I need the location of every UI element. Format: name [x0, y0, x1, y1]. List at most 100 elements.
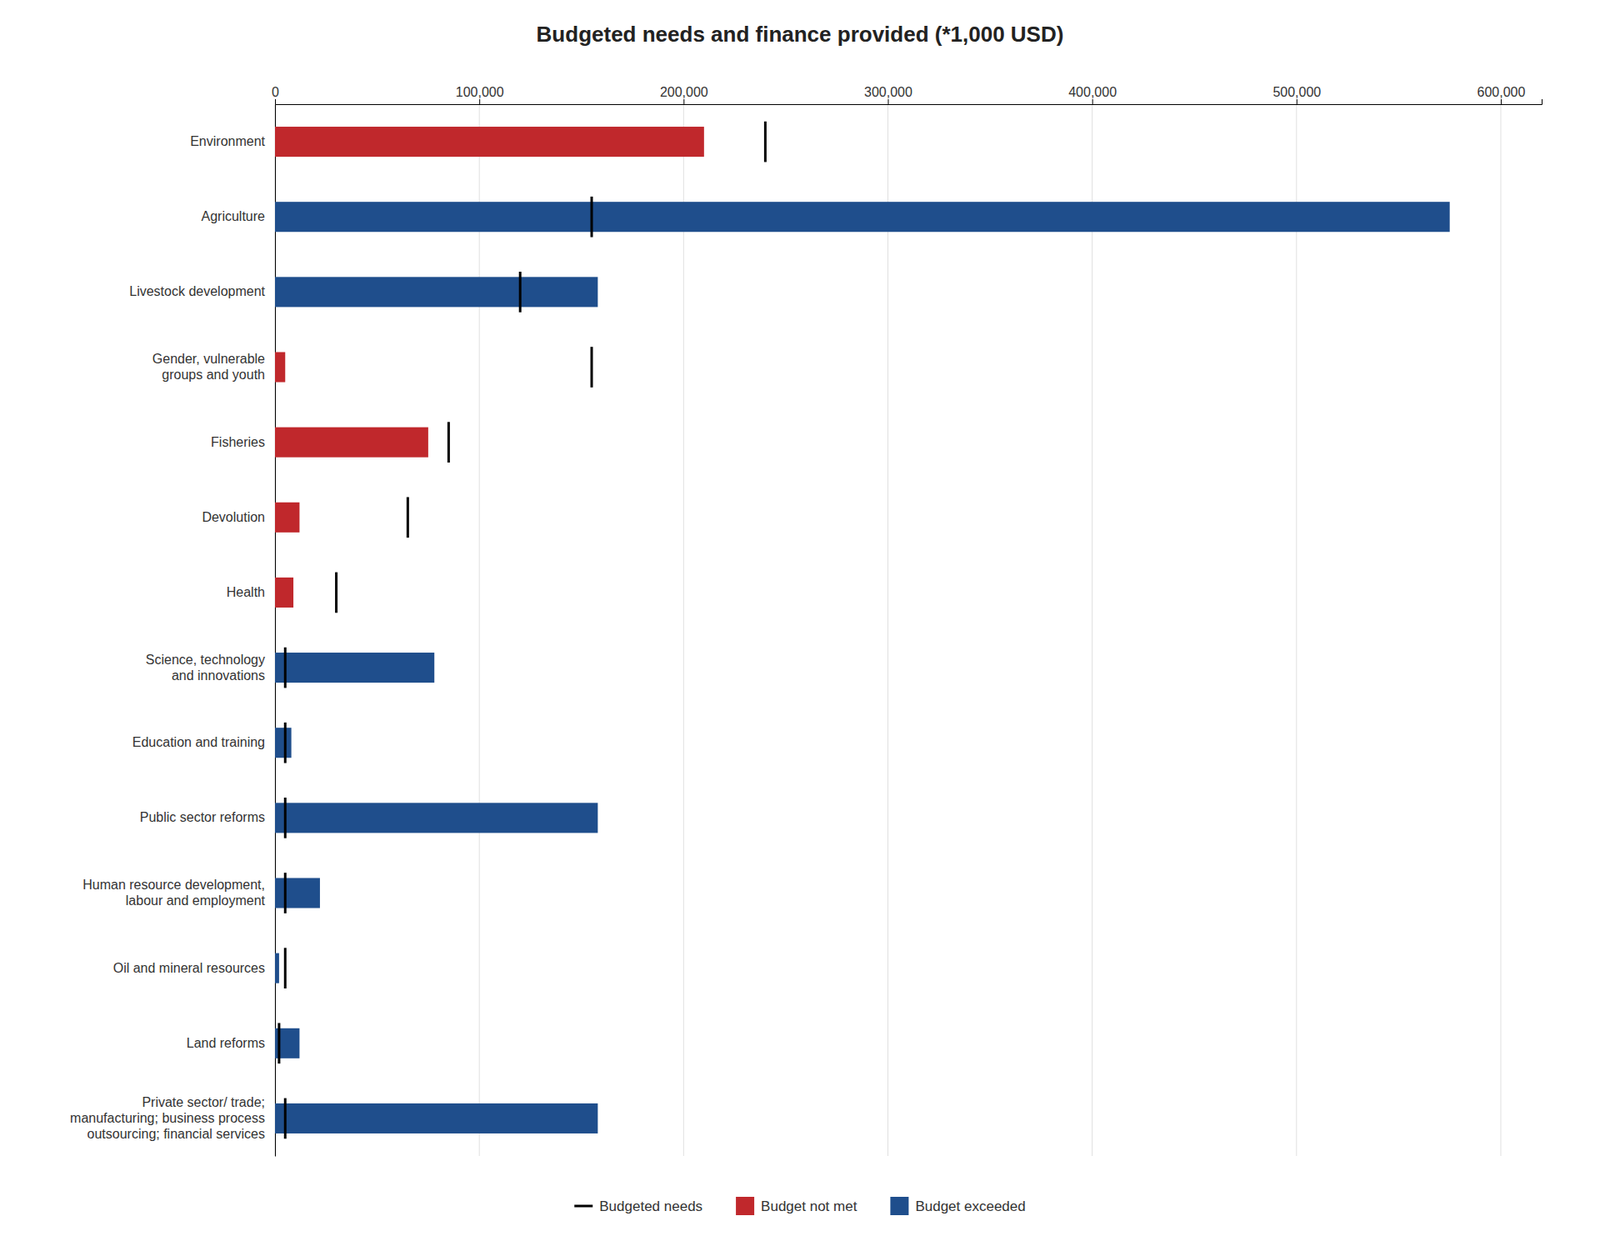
tick-label: 200,000 [660, 85, 709, 100]
tick: Livestock development [129, 284, 275, 299]
category-label-line: manufacturing; business process [70, 1110, 265, 1125]
tick-label: 600,000 [1477, 85, 1526, 100]
bars [275, 126, 1450, 1134]
tick: Environment [190, 134, 275, 149]
tick: Human resource development,labour and em… [82, 877, 275, 908]
category-label-line: Oil and mineral resources [113, 960, 265, 975]
category-label-line: Human resource development, [82, 877, 265, 892]
grid-line [683, 104, 685, 1156]
category-label: Livestock development [129, 284, 265, 299]
category-label-line: Health [226, 585, 265, 600]
legend-swatch [574, 1205, 593, 1208]
bar [275, 502, 300, 533]
category-label: Agriculture [201, 209, 266, 224]
markers [279, 121, 765, 1140]
tick: 400,000 [1068, 85, 1117, 105]
tick-mark [887, 99, 889, 105]
category-label-line: outsourcing; financial services [87, 1126, 265, 1141]
needle [519, 271, 522, 313]
tick-label: 300,000 [864, 85, 913, 100]
bar [275, 802, 598, 833]
category-label-line: Devolution [201, 510, 265, 525]
bar [275, 953, 280, 984]
needle [335, 572, 338, 614]
grid-line [1091, 104, 1093, 1156]
category-label-line: Public sector reforms [140, 810, 265, 825]
tick: Land reforms [186, 1035, 275, 1050]
category-label-line: Environment [190, 134, 265, 149]
category-label-line: and innovations [171, 668, 265, 683]
category-label-line: Science, technology [145, 652, 265, 667]
legend-label: Budget exceeded [915, 1198, 1025, 1215]
category-label: Environment [190, 134, 265, 149]
category-label-line: groups and youth [161, 367, 265, 382]
axis-line [275, 105, 276, 1157]
needle [406, 496, 410, 538]
category-label: Land reforms [186, 1035, 265, 1050]
category-label: Human resource development,labour and em… [82, 877, 265, 908]
tick: Private sector/ trade;manufacturing; bus… [70, 1095, 275, 1141]
tick-mark [1500, 99, 1502, 105]
bar [275, 201, 1450, 232]
tick: Devolution [201, 510, 275, 525]
legend-swatch [735, 1196, 755, 1215]
grid-line [1500, 104, 1501, 1156]
legend-label: Budgeted needs [599, 1198, 703, 1215]
bar [275, 276, 598, 307]
y-axis: Environment Agriculture Livestock developm… [70, 105, 275, 1157]
category-label: Education and training [132, 735, 265, 750]
tick: Fisheries [210, 435, 275, 450]
chart: Budgeted needs and finance provided (*1,… [0, 0, 1600, 1256]
needle [590, 196, 594, 238]
category-label: Public sector reforms [140, 810, 265, 825]
category-label: Private sector/ trade;manufacturing; bus… [70, 1095, 265, 1141]
tick-mark [479, 99, 480, 105]
category-label: Health [226, 585, 265, 600]
tick-label: 100,000 [455, 85, 505, 100]
tick-label: 0 [271, 85, 280, 100]
category-label: Devolution [201, 510, 265, 525]
bar [275, 427, 429, 458]
legend: Budgeted needs Budget not met Budget excee… [574, 1196, 1026, 1215]
category-label-line: labour and employment [125, 893, 266, 908]
grid-line [275, 104, 276, 1156]
plot: 0 100,000 200,000 300,000 400,000 500,000 600,… [70, 85, 1542, 1157]
tick: Agriculture [201, 209, 275, 224]
bar [275, 577, 294, 608]
legend-item: Budget not met [735, 1196, 858, 1215]
bar [275, 1103, 598, 1134]
tick: 300,000 [864, 85, 913, 105]
category-label-line: Agriculture [201, 209, 266, 224]
grid [275, 104, 1501, 1156]
needle [764, 121, 767, 163]
legend-item: Budgeted needs [574, 1198, 703, 1215]
category-label-line: Gender, vulnerable [152, 351, 265, 366]
tick: Oil and mineral resources [113, 960, 275, 975]
bar [275, 877, 320, 908]
category-label: Fisheries [210, 435, 265, 450]
tick: 0 [271, 85, 280, 105]
marks [275, 121, 1450, 1140]
tick: Public sector reforms [140, 810, 275, 825]
grid-line [887, 104, 889, 1156]
category-label-line: Fisheries [210, 435, 265, 450]
tick: 200,000 [660, 85, 709, 105]
tick: 600,000 [1477, 85, 1526, 105]
tick-label: 400,000 [1068, 85, 1117, 100]
bar [275, 126, 705, 157]
category-label-line: Livestock development [129, 284, 265, 299]
needle [284, 872, 287, 914]
axis-line [275, 99, 1543, 105]
needle [590, 346, 594, 388]
tick-mark [1092, 99, 1094, 105]
needle [277, 1022, 280, 1064]
bar [275, 351, 285, 382]
tick-mark [683, 99, 685, 105]
tick: 500,000 [1272, 85, 1321, 105]
needle [284, 947, 287, 989]
needle [447, 421, 450, 463]
tick: Health [226, 585, 275, 600]
bar [275, 652, 435, 683]
legend-label: Budget not met [760, 1198, 858, 1215]
needle [284, 797, 287, 839]
